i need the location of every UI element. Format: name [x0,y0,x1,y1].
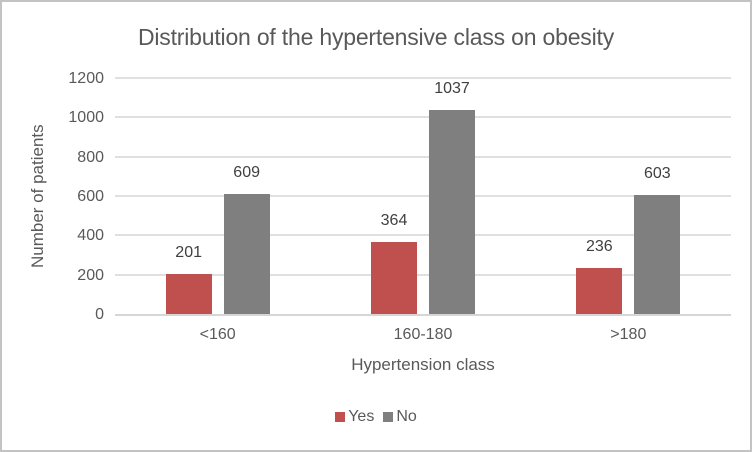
gridline-1200 [115,77,731,79]
plot-area: 201 609 364 1037 236 603 [115,77,731,316]
gridline-1000 [115,116,731,119]
gridline-200 [115,273,731,276]
gridline-600 [115,195,731,197]
legend-label-yes: Yes [348,408,375,425]
data-label-no-160-180: 1037 [434,80,470,98]
bar-no-160-180 [429,110,475,314]
gridline-400 [115,234,731,237]
y-tick-label-600: 600 [77,188,104,205]
bar-no-<160 [223,194,270,314]
y-tick-label-200: 200 [77,266,104,284]
y-tick-label-1200: 1200 [68,70,104,87]
bar-yes-160-180 [371,242,417,314]
x-axis-title: Hypertension class [351,355,495,374]
legend-swatch-yes [335,412,346,422]
data-label-yes->180: 236 [585,237,613,255]
legend-item-no: No [383,408,417,426]
y-tick-label-1000: 1000 [68,109,104,127]
bar-no->180 [634,195,681,314]
data-label-no-<160: 609 [233,164,260,182]
x-tick-label-<160: <160 [199,326,236,343]
legend-item-yes: Yes [335,408,374,426]
bar-yes->180 [576,267,623,314]
bar-yes-<160 [165,274,212,314]
gridline-800 [115,155,731,158]
data-label-no->180: 603 [643,165,671,183]
legend-swatch-no [383,412,394,422]
legend-label-no: No [396,408,417,425]
x-tick-label->180: >180 [610,326,647,343]
y-tick-label-800: 800 [77,148,104,166]
y-tick-label-400: 400 [77,227,104,245]
data-label-yes-<160: 201 [175,244,202,262]
chart-title: Distribution of the hypertensive class o… [137,24,614,50]
data-label-yes-160-180: 364 [380,212,408,230]
x-axis-line [115,314,731,316]
x-tick-label-160-180: 160-180 [393,326,453,343]
legend: Yes No [2,408,750,426]
y-tick-label-0: 0 [95,306,104,323]
